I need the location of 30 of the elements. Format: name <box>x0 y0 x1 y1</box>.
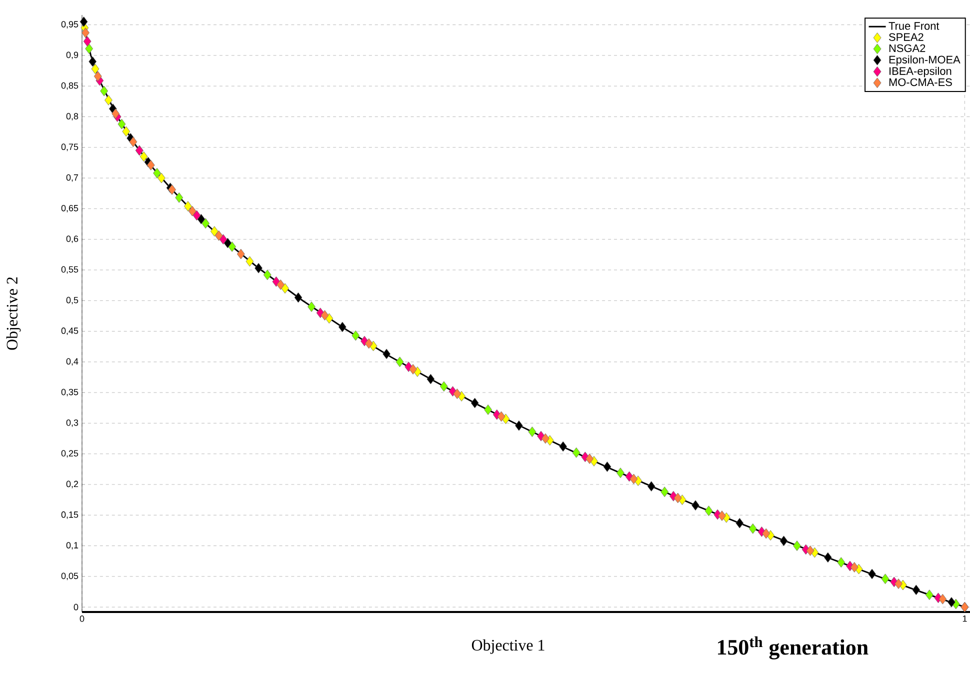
y-tick-label: 0,05 <box>61 572 78 580</box>
y-tick-label: 0,4 <box>66 358 78 366</box>
legend-label: IBEA-epsilon <box>890 66 952 78</box>
legend-label: True Front <box>888 22 940 30</box>
y-tick-label: 0,65 <box>61 204 78 212</box>
x-tick-label: 1 <box>962 616 967 622</box>
y-tick-label: 0,7 <box>66 174 78 182</box>
y-tick-label: 0,3 <box>66 419 78 427</box>
y-tick-label: 0,95 <box>61 21 78 28</box>
y-tick-label: 0,25 <box>61 450 78 458</box>
y-tick-label: 0,5 <box>66 296 78 304</box>
y-tick-label: 0,35 <box>61 388 78 396</box>
y-tick-label: 0,8 <box>66 113 78 120</box>
y-tick-label: 0,15 <box>61 511 78 519</box>
y-tick-label: 0,9 <box>66 52 78 60</box>
y-tick-label: 0 <box>74 604 78 610</box>
y-tick-label: 0,75 <box>61 144 78 152</box>
text: 150$^{th}$ generation <box>718 636 868 660</box>
legend-label: Epsilon-MOEA <box>889 55 960 66</box>
legend-label: MO-CMA-ES <box>889 78 952 86</box>
y-tick-label: 0,85 <box>61 82 78 90</box>
y-tick-label: 0,1 <box>66 542 78 550</box>
y-tick-label: 0,6 <box>66 236 78 244</box>
y-tick-label: 0,55 <box>61 266 78 274</box>
y-tick-label: 0,45 <box>61 328 78 335</box>
legend-label: SPEA2 <box>889 33 924 41</box>
y-tick-label: 0,2 <box>66 480 78 488</box>
y-axis-title: Objective 2 <box>6 277 21 350</box>
legend-label: NSGA2 <box>889 44 926 52</box>
x-axis-title: Objective 1 <box>472 639 544 654</box>
